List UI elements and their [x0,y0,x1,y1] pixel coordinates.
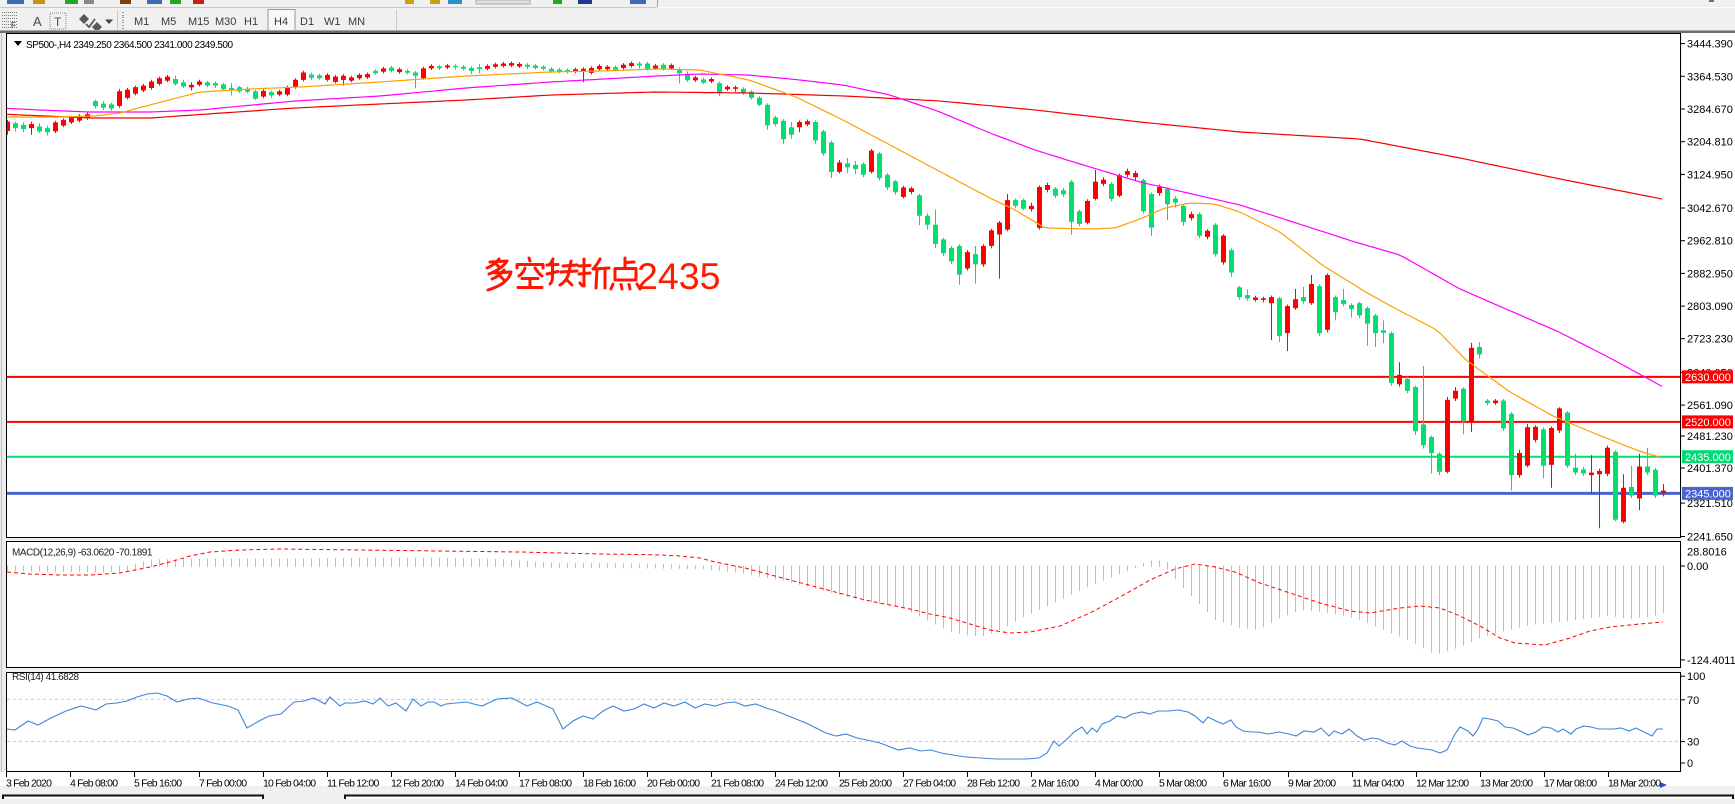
svg-text:3284.670: 3284.670 [1687,104,1733,116]
svg-text:2561.090: 2561.090 [1687,400,1733,412]
svg-text:30: 30 [1687,737,1699,749]
svg-text:D1: D1 [300,16,314,28]
svg-text:2723.230: 2723.230 [1687,334,1733,346]
svg-text:-124.4011: -124.4011 [1687,655,1735,667]
svg-text:2481.230: 2481.230 [1687,431,1733,443]
svg-text:2882.950: 2882.950 [1687,268,1733,280]
svg-text:25 Feb 20:00: 25 Feb 20:00 [839,778,892,790]
svg-text:17 Mar 08:00: 17 Mar 08:00 [1544,778,1597,790]
svg-text:17 Feb 08:00: 17 Feb 08:00 [519,778,572,790]
svg-text:H1: H1 [244,16,258,28]
svg-text:18 Feb 16:00: 18 Feb 16:00 [583,778,636,790]
svg-text:7 Feb 00:00: 7 Feb 00:00 [199,778,247,790]
svg-text:2435: 2435 [637,255,720,297]
svg-text:4 Mar 00:00: 4 Mar 00:00 [1095,778,1143,790]
svg-text:2345.000: 2345.000 [1685,489,1731,501]
svg-text:20 Feb 00:00: 20 Feb 00:00 [647,778,700,790]
svg-text:27 Feb 04:00: 27 Feb 04:00 [903,778,956,790]
svg-text:2321.510: 2321.510 [1687,498,1733,510]
svg-text:3124.950: 3124.950 [1687,169,1733,181]
svg-text:3364.530: 3364.530 [1687,71,1733,83]
svg-text:14 Feb 04:00: 14 Feb 04:00 [455,778,508,790]
svg-text:10 Feb 04:00: 10 Feb 04:00 [263,778,316,790]
svg-text:0: 0 [1687,758,1693,770]
svg-text:2962.810: 2962.810 [1687,236,1733,248]
svg-text:13 Mar 20:00: 13 Mar 20:00 [1480,778,1533,790]
svg-text:12 Feb 20:00: 12 Feb 20:00 [391,778,444,790]
svg-text:5 Mar 08:00: 5 Mar 08:00 [1159,778,1207,790]
svg-text:2401.370: 2401.370 [1687,463,1733,475]
svg-text:6 Mar 16:00: 6 Mar 16:00 [1223,778,1271,790]
svg-text:A: A [33,14,42,29]
svg-text:3042.670: 3042.670 [1687,203,1733,215]
svg-text:T: T [54,15,62,29]
svg-text:0.00: 0.00 [1687,561,1708,573]
svg-text:4 Feb 08:00: 4 Feb 08:00 [70,778,118,790]
svg-text:W1: W1 [324,16,341,28]
svg-text:11 Mar 04:00: 11 Mar 04:00 [1352,778,1404,790]
svg-text:24 Feb 12:00: 24 Feb 12:00 [775,778,828,790]
svg-text:70: 70 [1687,695,1699,707]
svg-text:21 Feb 08:00: 21 Feb 08:00 [711,778,764,790]
svg-text:28.8016: 28.8016 [1687,546,1727,558]
svg-text:5 Feb 16:00: 5 Feb 16:00 [134,778,182,790]
svg-text:3 Feb 2020: 3 Feb 2020 [6,778,52,790]
svg-text:100: 100 [1687,671,1705,683]
svg-text:M15: M15 [188,16,209,28]
svg-text:9 Mar 20:00: 9 Mar 20:00 [1288,778,1336,790]
svg-text:3204.810: 3204.810 [1687,137,1733,149]
svg-text:MACD(12,26,9) -63.0620 -70.189: MACD(12,26,9) -63.0620 -70.1891 [12,548,153,559]
svg-text:2630.000: 2630.000 [1685,372,1731,384]
svg-text:M5: M5 [161,16,176,28]
svg-text:SP500-,H4 2349.250 2364.500 2: SP500-,H4 2349.250 2364.500 2341.000 234… [26,40,234,51]
svg-text:2803.090: 2803.090 [1687,301,1733,313]
svg-text:11 Feb 12:00: 11 Feb 12:00 [327,778,379,790]
svg-text:F: F [11,21,16,30]
svg-text:M30: M30 [215,16,236,28]
svg-text:2 Mar 16:00: 2 Mar 16:00 [1031,778,1079,790]
svg-text:M1: M1 [134,16,149,28]
svg-text:28 Feb 12:00: 28 Feb 12:00 [967,778,1020,790]
svg-text:3444.390: 3444.390 [1687,39,1733,51]
svg-text:H4: H4 [274,16,288,28]
svg-text:RSI(14) 41.6828: RSI(14) 41.6828 [12,672,80,683]
svg-text:2520.000: 2520.000 [1685,417,1731,429]
svg-text:MN: MN [348,16,365,28]
svg-text:12 Mar 12:00: 12 Mar 12:00 [1416,778,1469,790]
svg-text:18 Mar 20:00: 18 Mar 20:00 [1608,778,1661,790]
svg-text:2241.650: 2241.650 [1687,532,1733,544]
svg-text:2435.000: 2435.000 [1685,452,1731,464]
